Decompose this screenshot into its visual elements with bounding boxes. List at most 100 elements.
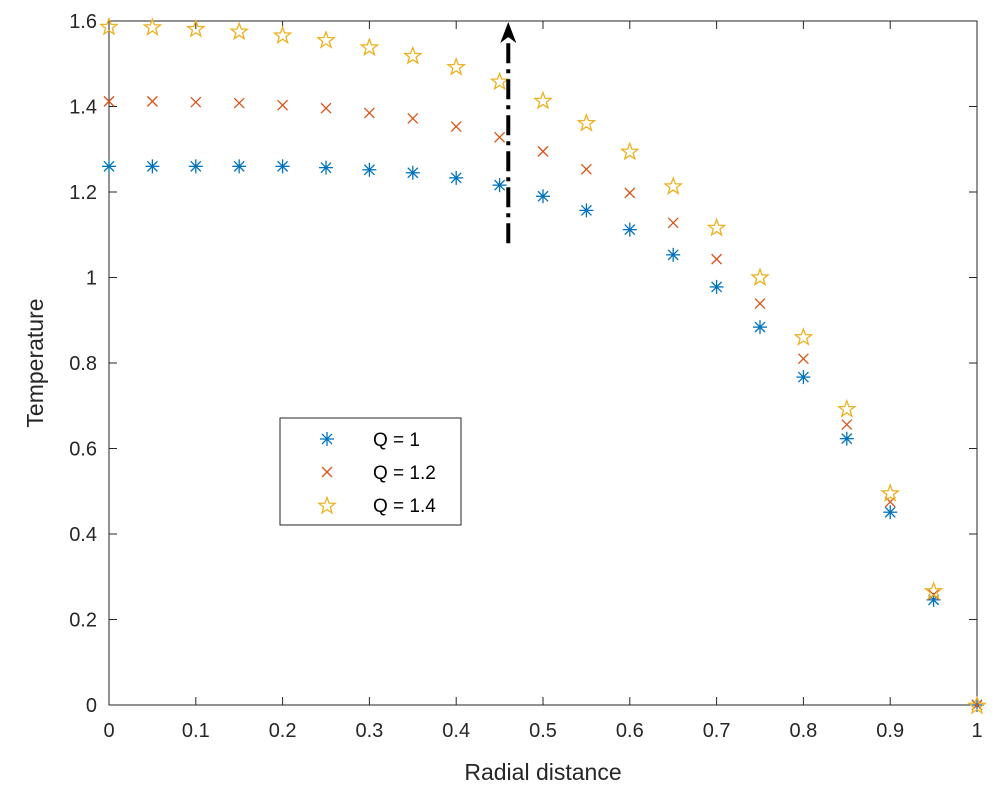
data-point <box>619 141 640 161</box>
data-point <box>190 96 202 108</box>
data-point <box>753 320 767 335</box>
x-axis-label: Radial distance <box>464 759 621 785</box>
x-axis-ticks: 0 0.1 0.2 0.3 0.4 0.5 0.6 0.7 0.8 0.9 1 <box>103 21 983 742</box>
x-tick-label: 0.2 <box>269 720 297 742</box>
data-point <box>580 163 592 175</box>
data-point <box>362 162 377 177</box>
y-tick-label: 0.8 <box>69 353 97 375</box>
legend-entry: Q = 1.2 <box>321 463 436 484</box>
data-series <box>99 16 987 715</box>
data-point <box>706 217 727 237</box>
legend: Q = 1 Q = 1.2 Q = 1.4 <box>279 417 462 526</box>
data-point <box>492 178 507 193</box>
series-2 <box>103 95 983 711</box>
x-tick-label: 0.9 <box>876 720 904 742</box>
data-point <box>407 113 419 124</box>
data-point <box>185 18 206 38</box>
data-point <box>793 327 814 346</box>
data-point <box>537 145 549 157</box>
legend-label: Q = 1.4 <box>373 496 436 517</box>
x-tick-label: 0.7 <box>703 720 731 742</box>
data-point <box>796 370 811 385</box>
annotations <box>500 22 517 244</box>
y-tick-label: 0 <box>86 695 97 717</box>
y-tick-label: 1.6 <box>69 11 97 33</box>
data-point <box>576 112 597 132</box>
data-point <box>836 398 857 418</box>
data-point <box>754 298 766 310</box>
data-point <box>880 483 901 502</box>
y-tick-label: 0.4 <box>69 524 97 546</box>
data-point <box>272 25 293 45</box>
data-point <box>277 99 289 111</box>
data-point <box>402 45 423 65</box>
data-point <box>841 419 853 431</box>
data-point <box>275 159 290 174</box>
data-point <box>711 253 723 265</box>
x-tick-label: 0.1 <box>182 720 210 742</box>
data-point <box>319 160 333 175</box>
data-point <box>449 170 464 185</box>
data-point <box>363 107 375 119</box>
data-point <box>320 102 332 114</box>
data-point <box>359 37 380 57</box>
data-point <box>709 279 724 294</box>
data-point <box>494 131 506 143</box>
y-tick-label: 1.2 <box>69 182 97 204</box>
data-point <box>233 97 245 109</box>
data-point <box>750 267 770 287</box>
x-tick-label: 0.4 <box>442 720 470 742</box>
x-tick-label: 0.3 <box>355 720 383 742</box>
y-tick-label: 0.6 <box>69 439 97 461</box>
data-point <box>839 431 854 446</box>
legend-entry: Q = 1 <box>320 430 420 451</box>
data-point <box>446 56 467 76</box>
data-point <box>536 189 550 204</box>
data-point <box>316 29 336 49</box>
data-point <box>450 121 462 133</box>
data-point <box>142 17 163 36</box>
x-tick-label: 0.5 <box>529 720 557 742</box>
data-point <box>489 71 510 91</box>
legend-label: Q = 1 <box>373 430 420 451</box>
y-tick-label: 1 <box>86 268 97 290</box>
legend-marker <box>321 466 333 478</box>
legend-label: Q = 1.2 <box>373 463 436 484</box>
legend-box <box>279 417 462 526</box>
x-tick-label: 1 <box>971 720 982 742</box>
x-tick-label: 0.6 <box>616 720 644 742</box>
series-3 <box>99 16 987 715</box>
plot-area <box>108 20 978 706</box>
data-point <box>923 581 944 600</box>
y-axis-label: Temperature <box>22 298 48 427</box>
data-point <box>229 21 250 41</box>
data-point <box>883 505 898 520</box>
legend-entry: Q = 1.4 <box>317 495 436 517</box>
data-point <box>405 165 420 180</box>
annotation-arrow <box>500 22 517 244</box>
data-point <box>99 16 119 36</box>
x-tick-label: 0 <box>103 720 114 742</box>
y-axis-ticks: 0 0.2 0.4 0.6 0.8 1 1.2 1.4 1.6 <box>69 11 977 717</box>
data-point <box>145 159 160 174</box>
data-point <box>579 203 594 218</box>
data-point <box>666 247 681 262</box>
data-point <box>103 95 115 107</box>
y-tick-label: 1.4 <box>69 97 97 119</box>
data-point <box>188 159 203 174</box>
data-point <box>533 90 553 110</box>
data-point <box>797 353 809 365</box>
data-point <box>622 222 637 237</box>
data-point <box>663 176 684 195</box>
legend-marker <box>320 432 334 446</box>
data-point <box>146 95 158 107</box>
legend-marker <box>317 495 337 515</box>
data-point <box>967 695 987 715</box>
y-tick-label: 0.2 <box>69 610 97 632</box>
data-point <box>667 217 679 229</box>
x-tick-label: 0.8 <box>789 720 817 742</box>
data-point <box>102 159 116 174</box>
data-point <box>232 159 247 174</box>
data-point <box>624 187 636 199</box>
